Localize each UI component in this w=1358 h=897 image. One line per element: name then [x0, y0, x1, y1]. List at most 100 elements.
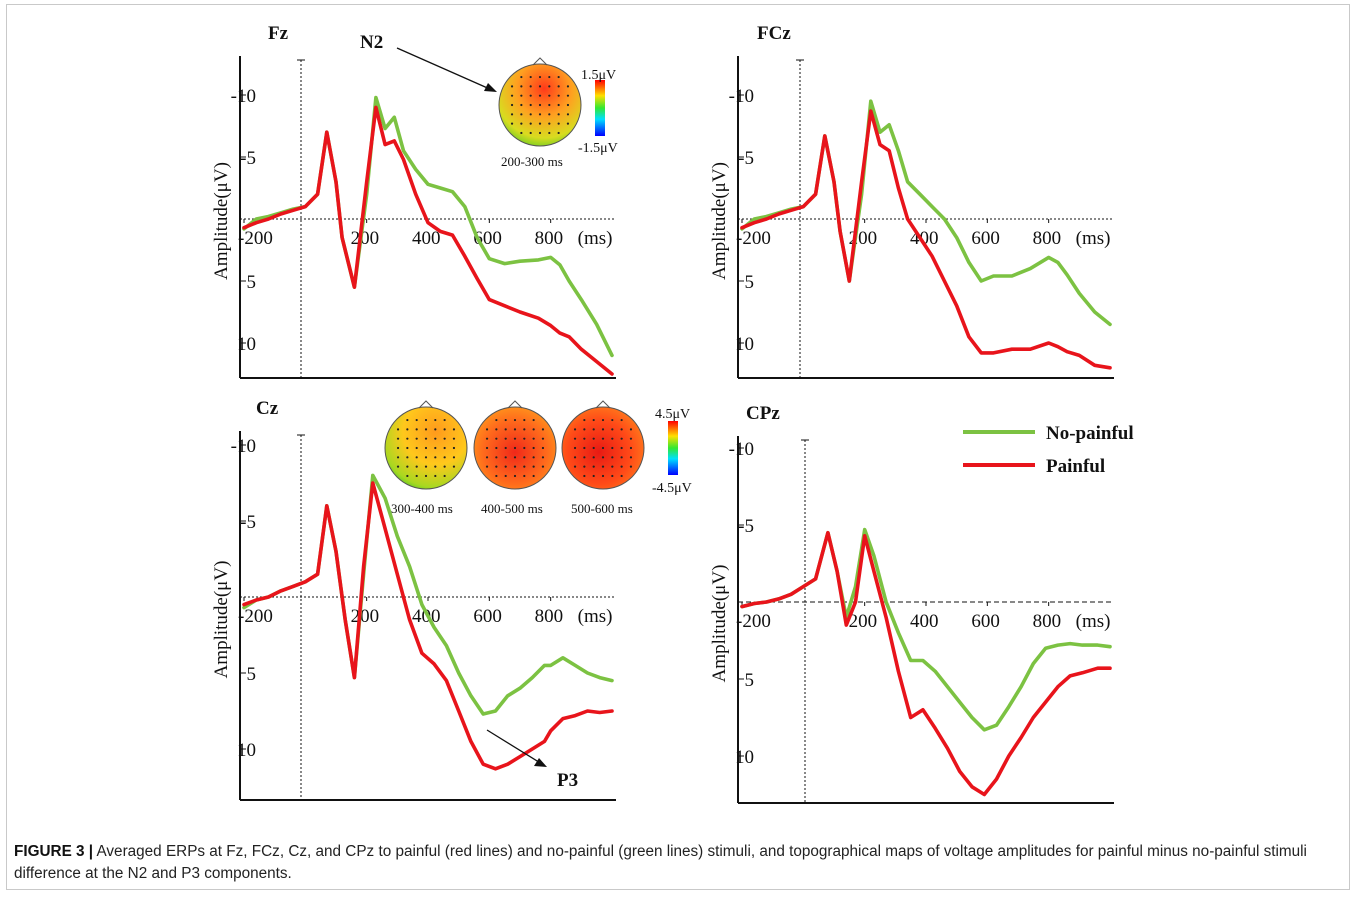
electrode-dot — [538, 94, 542, 97]
y-tick-label: 5 — [745, 670, 755, 691]
y-tick-label: -5 — [738, 148, 754, 169]
electrode-dot — [424, 437, 428, 440]
electrode-dot — [583, 446, 586, 450]
figure-caption: FIGURE 3 | Averaged ERPs at Fz, FCz, Cz,… — [14, 841, 1334, 885]
electrode-dot — [434, 456, 437, 459]
electrode-dot — [510, 122, 514, 125]
p3-topomaps: 4.5μV -4.5μV 300-400 ms 400-500 ms 500-6… — [384, 400, 692, 516]
electrode-dot — [538, 122, 542, 125]
electrode-dot — [566, 94, 570, 97]
x-tick-label: 600 — [971, 611, 1000, 632]
y-tick-label: 10 — [237, 334, 256, 355]
electrode-dot — [510, 94, 514, 97]
electrode-dot — [620, 456, 623, 459]
electrode-dot — [523, 465, 526, 468]
electrode-dot — [520, 94, 523, 97]
p3-map-window-2: 400-500 ms — [481, 501, 543, 516]
electrode-dot — [495, 465, 498, 468]
x-tick-label: 800 — [535, 228, 564, 249]
caption-text: Averaged ERPs at Fz, FCz, Cz, and CPz to… — [14, 843, 1307, 882]
electrode-dot — [592, 418, 595, 422]
panel-title: FCz — [757, 23, 791, 44]
electrode-dot — [495, 428, 498, 431]
n2-arrow — [396, 47, 493, 91]
electrode-dot — [611, 465, 614, 468]
electrode-dot — [396, 456, 400, 459]
electrode-dot — [520, 122, 523, 125]
electrode-dot — [520, 113, 523, 116]
electrode-dot — [532, 474, 535, 478]
electrode-dot — [583, 456, 586, 459]
electrode-dot — [513, 465, 517, 468]
electrode-dot — [611, 418, 614, 422]
electrode-dot — [538, 131, 542, 135]
electrode-dot — [406, 446, 409, 450]
electrode-dot — [592, 456, 595, 459]
electrode-dot — [415, 418, 418, 422]
electrode-dot — [443, 428, 446, 431]
electrode-dot — [620, 465, 623, 468]
electrode-dot — [406, 456, 409, 459]
electrode-dot — [424, 428, 428, 431]
series-line-painful — [242, 481, 614, 771]
electrode-dot — [495, 437, 498, 440]
x-unit-label: (ms) — [1076, 228, 1111, 249]
electrode-dot — [532, 446, 535, 450]
electrode-dot — [592, 428, 595, 431]
y-tick-label: 10 — [735, 334, 754, 355]
electrode-dot — [406, 465, 409, 468]
electrode-dot — [523, 456, 526, 459]
electrode-dot — [415, 446, 418, 450]
electrode-dot — [434, 474, 437, 478]
y-tick-label: 5 — [247, 664, 257, 685]
series-line-no-painful — [740, 99, 1112, 327]
series-line-painful — [740, 530, 1112, 797]
electrode-dot — [396, 437, 400, 440]
electrode-dot — [548, 131, 551, 135]
electrode-dot — [529, 75, 532, 79]
x-tick-label: -200 — [736, 611, 771, 632]
electrode-dot — [611, 456, 614, 459]
y-tick-label: -5 — [240, 148, 256, 169]
electrode-dot — [601, 465, 605, 468]
x-tick-label: -200 — [238, 606, 273, 627]
p3-label: P3 — [557, 770, 578, 791]
electrode-dot — [557, 131, 560, 135]
caption-label: FIGURE 3 | — [14, 843, 94, 860]
electrode-dot — [529, 94, 532, 97]
electrode-dot — [520, 131, 523, 135]
electrode-dot — [532, 456, 535, 459]
electrode-dot — [406, 418, 409, 422]
electrode-dot — [592, 446, 595, 450]
electrode-dot — [406, 428, 409, 431]
y-tick-label: 5 — [745, 272, 755, 293]
electrode-dot — [504, 418, 507, 422]
electrode-dot — [573, 456, 577, 459]
n2-label: N2 — [360, 32, 383, 53]
electrode-dot — [495, 474, 498, 478]
p3-map-window-1: 300-400 ms — [391, 501, 453, 516]
electrode-dot — [523, 446, 526, 450]
electrode-dot — [443, 474, 446, 478]
electrode-dot — [592, 465, 595, 468]
electrode-dot — [415, 465, 418, 468]
y-tick-label: -10 — [729, 439, 754, 460]
electrode-dot — [452, 437, 456, 440]
electrode-dot — [529, 103, 532, 107]
x-tick-label: 800 — [535, 606, 564, 627]
electrode-dot — [611, 474, 614, 478]
electrode-dot — [406, 474, 409, 478]
electrode-dot — [396, 446, 400, 450]
electrode-dot — [548, 75, 551, 79]
electrode-dot — [452, 456, 456, 459]
x-tick-label: 400 — [910, 611, 939, 632]
electrode-dot — [513, 456, 517, 459]
electrode-dot — [541, 446, 545, 450]
legend-label-painful: Painful — [1046, 456, 1105, 477]
electrode-dot — [611, 428, 614, 431]
electrode-dot — [485, 428, 489, 431]
electrode-dot — [434, 446, 437, 450]
electrode-dot — [620, 437, 623, 440]
